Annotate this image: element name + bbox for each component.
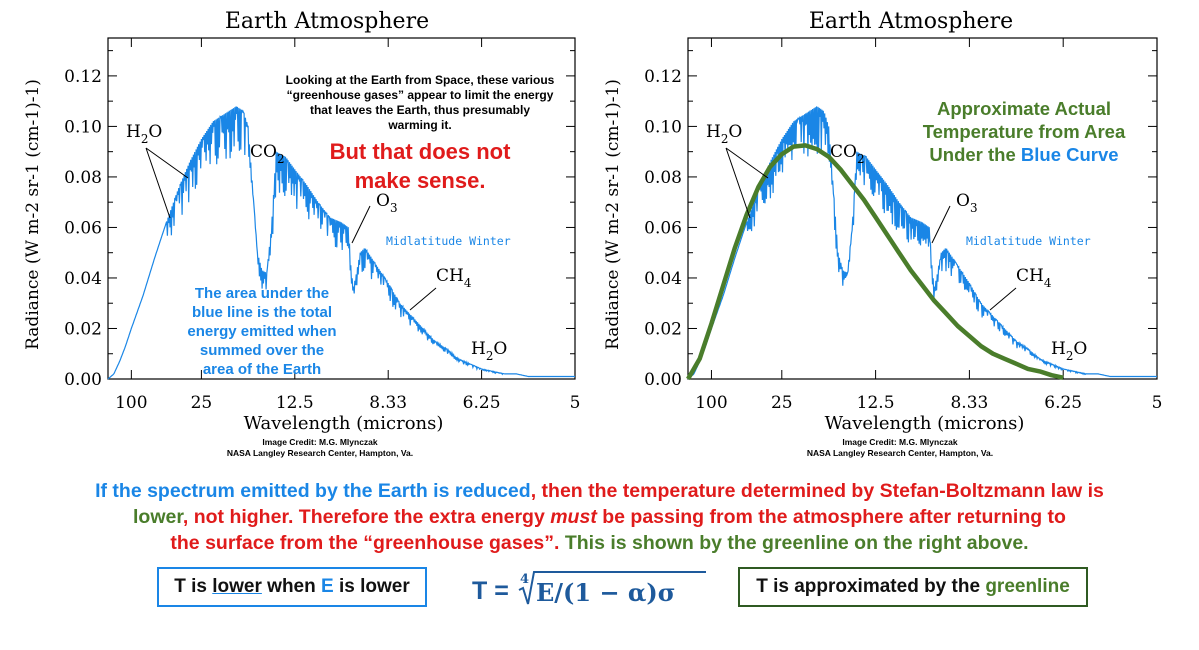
x-tick-label: 100 xyxy=(115,393,147,413)
pointer-h2o-left xyxy=(145,147,189,219)
box-left-E: E xyxy=(321,576,334,597)
caption-must-word: must xyxy=(550,506,597,528)
y-tick-label: 0.10 xyxy=(64,117,102,137)
x-tick-label: 12.5 xyxy=(857,393,895,413)
y-tick-label: 0.06 xyxy=(64,218,102,238)
box-right-greenline: greenline xyxy=(985,576,1070,597)
x-axis-label: Wavelength (microns) xyxy=(825,413,1025,434)
y-tick-label: 0.00 xyxy=(644,370,682,390)
note-area-line: area of the Earth xyxy=(203,361,321,378)
y-tick-label: 0.06 xyxy=(644,218,682,238)
note-area-line: summed over the xyxy=(200,342,324,359)
caption-red-part-4: the surface from the “greenhouse gases”. xyxy=(170,532,560,554)
y-tick-label: 0.12 xyxy=(644,67,682,87)
pointer-o3 xyxy=(351,205,371,244)
chart-title: Earth Atmosphere xyxy=(225,9,429,34)
charts-canvas: Earth Atmosphere 0.00 0.02 0.04 0.06 0.08 0.10… xyxy=(23,9,1162,458)
x-tick-label: 8.33 xyxy=(369,393,407,413)
note-top-line: “greenhouse gases” appear to limit the e… xyxy=(287,88,554,102)
note-top-line: warming it. xyxy=(387,118,451,132)
box-left-text-2: when xyxy=(261,576,322,597)
formula-root-index: 4 xyxy=(520,572,529,587)
x-tick-label: 6.25 xyxy=(463,393,501,413)
y-axis-label: Radiance (W m-2 sr-1 (cm-1)-1) xyxy=(23,79,43,350)
image-credit-line: Image Credit: M.G. Mlynczak xyxy=(842,437,958,447)
x-tick-label: 25 xyxy=(771,393,793,413)
y-tick-label: 0.10 xyxy=(644,117,682,137)
note-green-line: Approximate Actual xyxy=(937,98,1111,119)
label-co2: CO2 xyxy=(250,142,285,166)
label-h2o-left: H2O xyxy=(126,122,162,146)
label-h2o-right: H2O xyxy=(1051,339,1087,363)
box-left-text-1: T is xyxy=(174,576,213,597)
caption-lower-word: lower xyxy=(133,506,183,528)
box-left-text-3: is lower xyxy=(333,576,410,597)
caption-red-part-2: , not higher. Therefore the extra energy xyxy=(182,506,551,528)
y-tick-label: 0.00 xyxy=(64,370,102,390)
spectrum-line xyxy=(107,106,575,380)
greenline-curve xyxy=(686,143,1064,381)
formula-lhs: T = xyxy=(472,577,509,605)
x-tick-label: 5 xyxy=(1152,393,1163,413)
t-lower-box: T is lower when E is lower xyxy=(157,567,427,607)
label-h2o-right: H2O xyxy=(471,339,507,363)
label-o3: O3 xyxy=(376,191,398,215)
spectrum-line xyxy=(687,106,1157,380)
x-axis-label: Wavelength (microns) xyxy=(244,413,444,434)
y-tick-label: 0.08 xyxy=(64,168,102,188)
caption-red-part: , then the temperature determined by Ste… xyxy=(530,480,1104,502)
label-h2o-left: H2O xyxy=(706,122,742,146)
box-right-text: T is approximated by the xyxy=(756,576,986,597)
label-ch4: CH4 xyxy=(436,266,471,290)
note-area-line: energy emitted when xyxy=(187,323,336,340)
pointer-h2o-left xyxy=(725,147,769,219)
note-top-line: that leaves the Earth, thus presumably xyxy=(310,103,530,117)
note-green-line: Temperature from Area xyxy=(923,121,1126,142)
image-credit-line: Image Credit: M.G. Mlynczak xyxy=(262,437,378,447)
formula-radicand: E/(1 − α)σ xyxy=(536,578,675,607)
y-tick-label: 0.02 xyxy=(64,319,102,339)
explanation-caption: If the spectrum emitted by the Earth is … xyxy=(20,478,1179,556)
x-tick-label: 8.33 xyxy=(950,393,988,413)
radical-sign xyxy=(518,571,706,605)
label-midlatitude-winter: Midlatitude Winter xyxy=(386,234,511,248)
x-tick-label: 25 xyxy=(191,393,213,413)
note-area-line: The area under the xyxy=(195,285,329,302)
x-tick-label: 5 xyxy=(570,393,581,413)
y-tick-label: 0.04 xyxy=(644,269,682,289)
note-red-line: make sense. xyxy=(355,168,486,193)
x-tick-label: 12.5 xyxy=(276,393,314,413)
image-credit-line: NASA Langley Research Center, Hampton, V… xyxy=(807,448,993,458)
x-tick-label: 100 xyxy=(695,393,727,413)
y-tick-label: 0.08 xyxy=(644,168,682,188)
chart-panel-left: Earth Atmosphere 0.00 0.02 0.04 0.06 0.08 0.10… xyxy=(23,9,580,458)
note-red-line: But that does not xyxy=(330,139,512,164)
caption-red-part-3: be passing from the atmosphere after ret… xyxy=(596,506,1066,528)
y-tick-label: 0.02 xyxy=(644,319,682,339)
label-co2: CO2 xyxy=(830,142,865,166)
image-credit-line: NASA Langley Research Center, Hampton, V… xyxy=(227,448,413,458)
label-o3: O3 xyxy=(956,191,978,215)
x-tick-label: 6.25 xyxy=(1044,393,1082,413)
y-axis-label: Radiance (W m-2 sr-1 (cm-1)-1) xyxy=(603,79,623,350)
caption-green-part: This is shown by the greenline on the ri… xyxy=(559,532,1029,554)
caption-blue-part: If the spectrum emitted by the Earth is … xyxy=(95,480,531,502)
plot-frame xyxy=(107,37,576,380)
note-top-line: Looking at the Earth from Space, these v… xyxy=(286,73,555,87)
chart-title: Earth Atmosphere xyxy=(809,9,1013,34)
note-green-line: Under the Blue Curve xyxy=(929,144,1118,165)
box-left-lower: lower xyxy=(212,576,262,597)
note-area-line: blue line is the total xyxy=(192,304,332,321)
pointer-o3 xyxy=(931,205,951,244)
t-greenline-box: T is approximated by the greenline xyxy=(738,567,1088,607)
y-tick-label: 0.04 xyxy=(64,269,102,289)
pointer-ch4 xyxy=(409,287,437,311)
y-tick-label: 0.12 xyxy=(64,67,102,87)
pointer-ch4 xyxy=(989,287,1017,311)
label-ch4: CH4 xyxy=(1016,266,1051,290)
chart-panel-right: Earth Atmosphere 0.00 0.02 0.04 0.06 0.08 0.10… xyxy=(603,9,1162,458)
plot-frame xyxy=(687,37,1158,380)
label-midlatitude-winter: Midlatitude Winter xyxy=(966,234,1091,248)
